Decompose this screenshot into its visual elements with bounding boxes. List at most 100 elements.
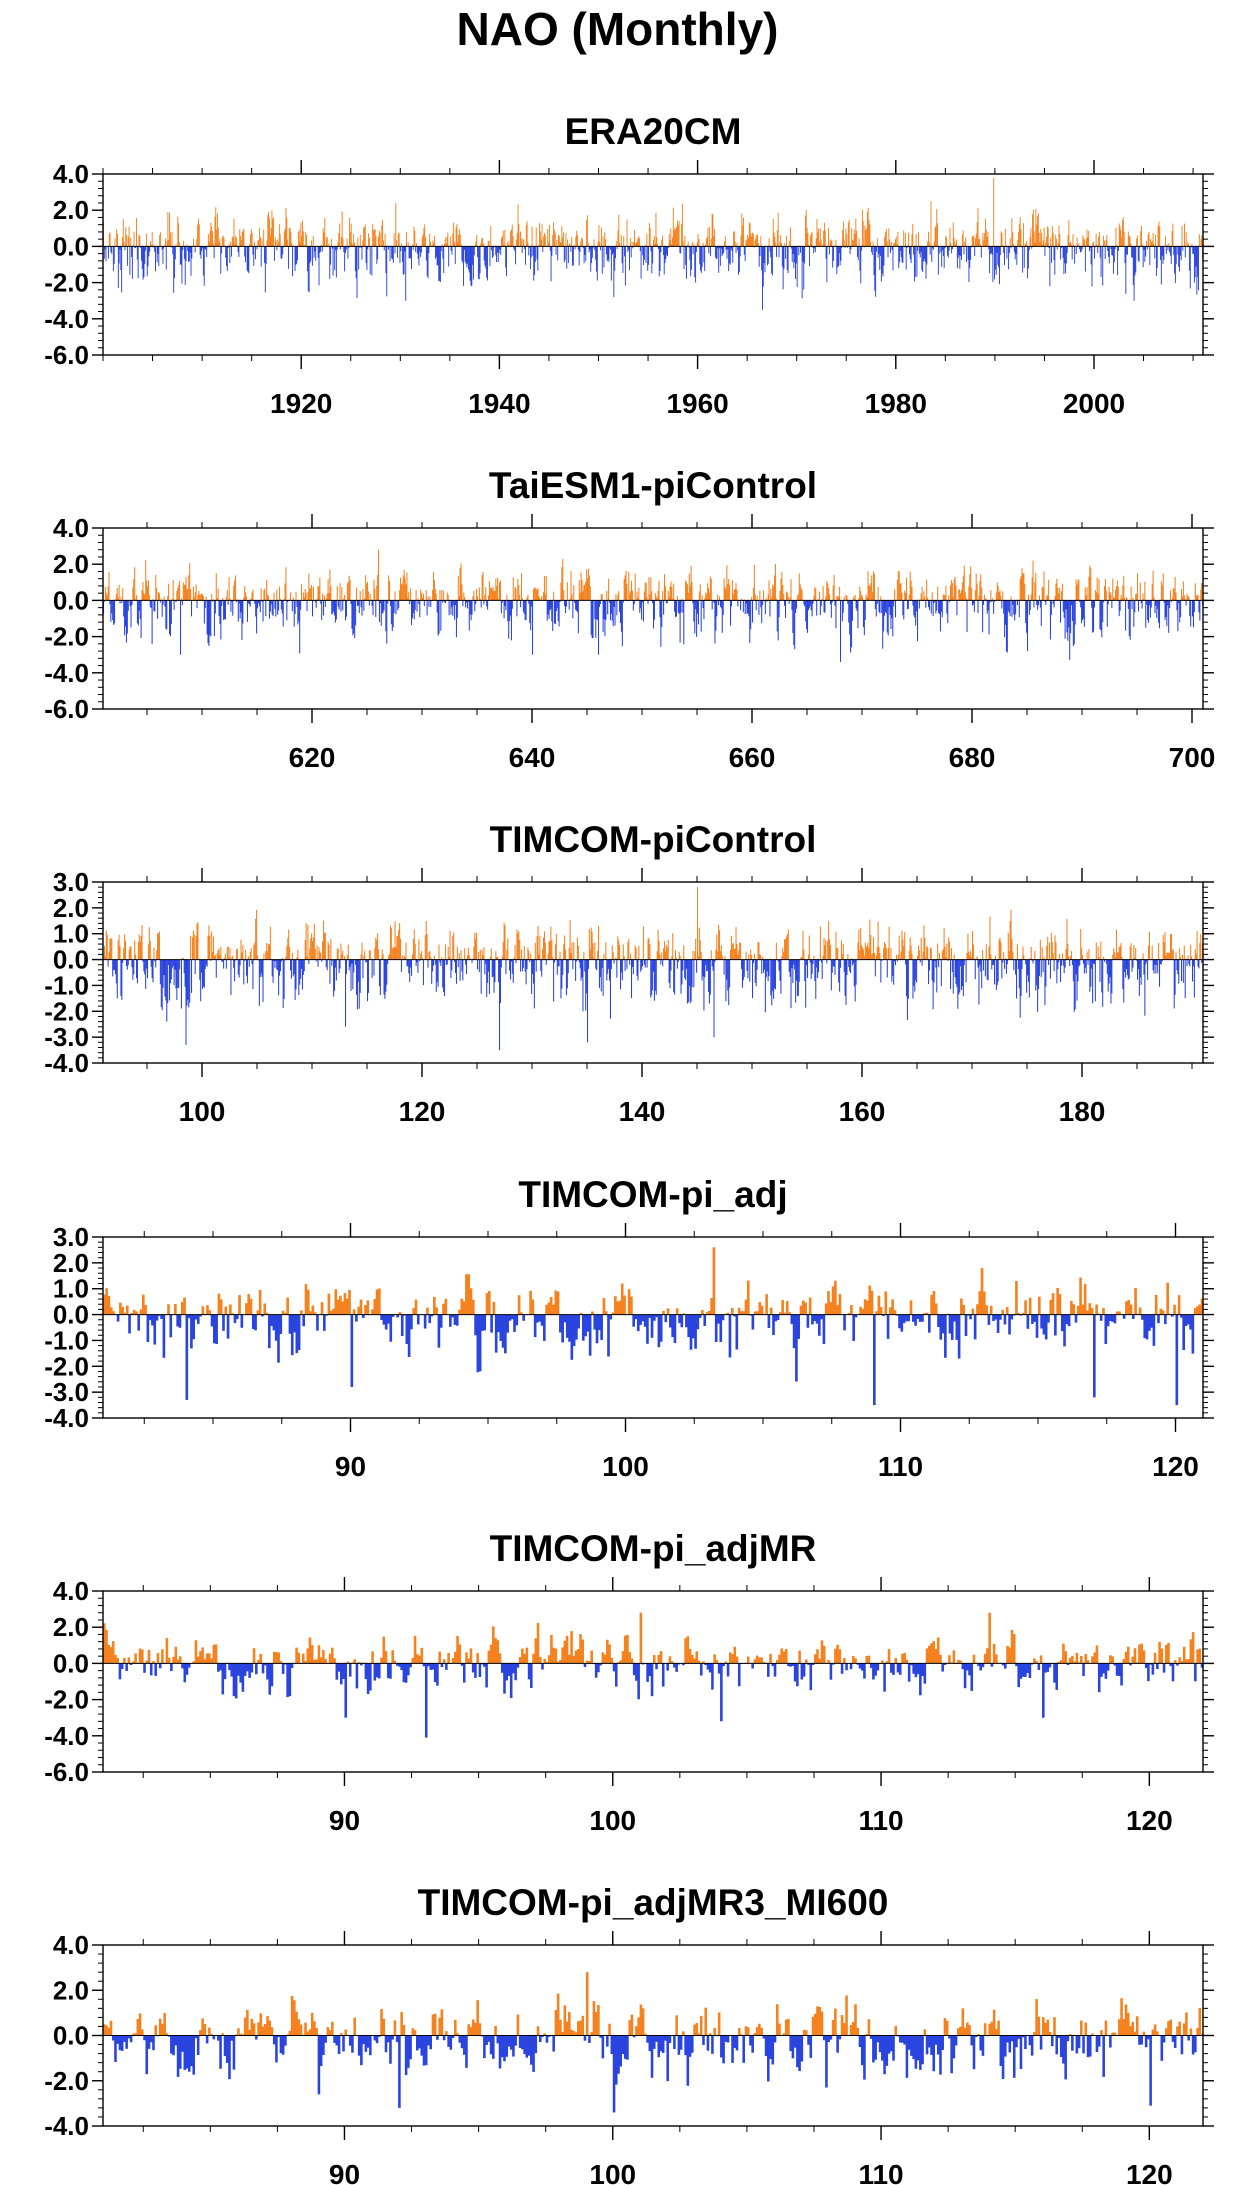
bar-positive [114,238,116,247]
bar-positive [1185,232,1187,247]
bar-negative [1079,959,1081,966]
bar-positive [1076,584,1078,601]
bar-positive [978,595,980,601]
bar-negative [451,600,453,608]
bar-negative [542,246,544,252]
bar-positive [517,1295,521,1315]
bar-negative [614,600,616,626]
bar-positive [908,232,910,247]
bar-negative [182,246,184,251]
bar-positive [1076,1305,1080,1315]
bar-negative [644,959,646,968]
bar-positive [141,589,143,601]
bar-negative [982,600,984,633]
bar-negative [802,246,804,262]
bar-positive [823,937,825,960]
bar-positive [327,941,329,960]
bar-positive [1085,594,1087,601]
bar-positive [491,589,493,601]
bar-positive [106,934,108,960]
bar-positive [599,241,601,247]
bar-negative [448,600,450,616]
bar-positive [822,244,824,247]
bar-negative [678,600,680,614]
bar-positive [1056,1287,1059,1315]
bar-positive [398,232,400,247]
bar-positive [837,947,839,960]
bar-positive [1055,234,1057,247]
bar-negative [500,246,502,255]
bar-negative [365,246,367,264]
bar-negative [641,1314,645,1322]
bar-negative [723,246,725,253]
bar-positive [965,237,967,247]
bar-positive [787,596,789,601]
bar-negative [1201,959,1203,963]
bar-negative [1179,600,1181,623]
bar-positive [857,942,859,960]
bar-positive [180,598,182,601]
bar-positive [951,582,953,601]
bar-positive [425,590,427,601]
bar-positive [819,228,821,247]
bar-negative [926,246,928,265]
bar-negative [682,600,684,613]
bar-negative [302,1314,306,1327]
bar-negative [367,959,369,993]
bar-negative [595,1314,599,1344]
bar-positive [250,598,252,601]
bar-negative [366,959,368,962]
bar-positive [382,1636,386,1664]
bar-positive [442,1303,445,1315]
bar-negative [666,246,668,255]
bar-negative [391,246,393,259]
bar-positive [1051,226,1053,247]
bar-negative [1074,246,1076,264]
bar-negative [877,246,879,258]
bar-positive [495,951,497,960]
bar-positive [673,583,675,601]
bar-positive [1170,933,1172,960]
bar-negative [727,246,729,250]
bar-positive [910,945,912,960]
bar-positive [611,1312,615,1315]
y-tick-label: -2.0 [44,1351,89,1381]
bar-positive [700,952,702,960]
bar-positive [507,938,509,960]
bar-positive [526,597,528,601]
bar-positive [192,1661,195,1664]
bar-positive [790,227,792,247]
bar-negative [243,959,245,985]
bar-positive [535,589,537,601]
bar-negative [1122,959,1124,990]
bar-negative [581,1314,585,1341]
bar-negative [410,1314,413,1330]
bar-negative [184,959,186,987]
bar-positive [230,241,232,247]
bar-positive [979,581,981,601]
bar-positive [903,946,905,960]
bar-positive [648,223,650,247]
bar-positive [1151,241,1153,247]
bar-positive [168,583,170,601]
bar-negative [335,959,337,981]
bar-negative [261,600,263,602]
bar-negative [632,959,634,975]
bar-negative [356,246,358,299]
bar-negative [742,959,744,981]
bar-negative [1072,600,1074,647]
bar-positive [945,585,947,601]
bar-negative [833,246,834,261]
bar-positive [238,1295,241,1315]
bar-positive [547,1655,551,1664]
bar-positive [917,955,919,960]
bar-positive [1187,596,1189,601]
y-tick-label: 2.0 [53,893,89,923]
bar-negative [918,1314,922,1322]
bar-negative [708,959,710,992]
bar-positive [194,592,196,601]
bar-negative [520,959,522,972]
bar-negative [118,1663,122,1680]
bar-positive [734,589,736,601]
bar-positive [297,231,299,247]
